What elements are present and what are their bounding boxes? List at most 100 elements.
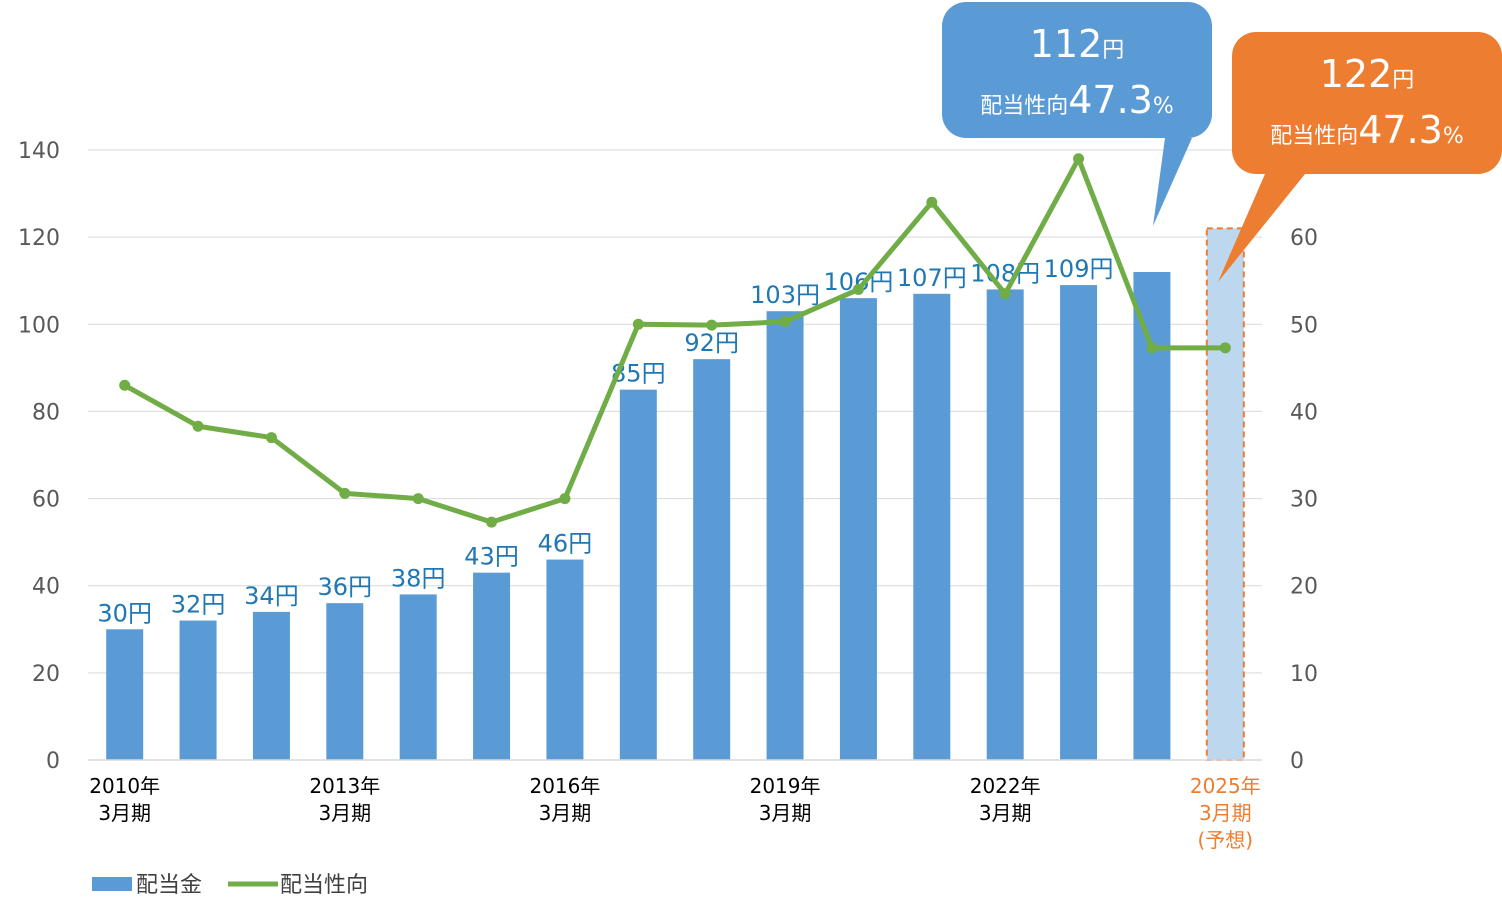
- bar: [106, 629, 144, 760]
- bar-data-label: 46円: [538, 530, 593, 558]
- bar: [986, 289, 1024, 760]
- callout-ratio: 配当性向47.3%: [1270, 108, 1464, 152]
- bar-data-label: 32円: [171, 591, 226, 619]
- x-tick-label-line: 2025年: [1190, 774, 1261, 798]
- callout-amount-unit: 円: [1392, 68, 1414, 93]
- bar-data-label: 107円: [897, 264, 967, 292]
- bar: [326, 603, 364, 760]
- bar: [619, 389, 657, 760]
- line-point: [926, 196, 938, 208]
- x-tick-label-line: 2016年: [529, 774, 600, 798]
- line-point: [1146, 342, 1158, 354]
- bar: [399, 594, 437, 760]
- callout-ratio-unit: %: [1153, 94, 1174, 119]
- y-right-tick-label: 0: [1290, 749, 1304, 774]
- callout-amount-value: 112: [1030, 22, 1103, 66]
- bar: [179, 620, 217, 760]
- line-point: [779, 316, 791, 328]
- x-tick-label-line: 2010年: [89, 774, 160, 798]
- bar-data-label: 30円: [97, 599, 152, 627]
- bar-data-label: 38円: [391, 564, 446, 592]
- x-tick-label-line: 2022年: [970, 774, 1041, 798]
- bar-data-label: 103円: [750, 281, 820, 309]
- x-tick-label: 2025年 3月期 (予想): [1190, 774, 1261, 852]
- callout-amount: 122円: [1320, 52, 1415, 96]
- callout-amount-unit: 円: [1102, 38, 1124, 63]
- callout-amount-value: 122: [1320, 52, 1393, 96]
- y-left-tick-label: 120: [18, 226, 60, 251]
- legend-bar-swatch: [92, 877, 132, 891]
- y-right-tick-label: 40: [1290, 400, 1318, 425]
- y-left-tick-label: 140: [18, 139, 60, 164]
- x-tick-label-line: 3月期: [98, 801, 151, 825]
- line-point: [559, 493, 571, 505]
- x-axis-labels: 2010年 3月期 2013年 3月期 2016年 3月期 2019年 3月期 2022年 3月期…: [89, 774, 1261, 852]
- bar-data-label: 34円: [244, 582, 299, 610]
- y-axis-right: 0 10 20 30 40 50 60: [1290, 226, 1318, 774]
- x-tick-label: 2016年 3月期: [529, 774, 600, 825]
- bar: [839, 298, 877, 760]
- bar: [1133, 272, 1171, 760]
- x-tick-label-line: 3月期: [1199, 801, 1252, 825]
- line-point: [1073, 153, 1085, 165]
- callout-amount: 112円: [1030, 22, 1125, 66]
- line-point: [265, 432, 277, 444]
- x-tick-label-line: (予想): [1198, 828, 1254, 852]
- y-right-tick-label: 30: [1290, 488, 1318, 513]
- line-point: [192, 420, 204, 432]
- x-tick-label-line: 3月期: [318, 801, 371, 825]
- x-tick-label-line: 3月期: [759, 801, 812, 825]
- callout-ratio-label: 配当性向: [1270, 124, 1358, 149]
- y-left-tick-label: 100: [18, 313, 60, 338]
- bar: [913, 293, 951, 760]
- legend-line-label: 配当性向: [280, 873, 368, 898]
- y-left-tick-label: 80: [32, 400, 60, 425]
- line-point: [486, 516, 498, 528]
- callout-ratio-label: 配当性向: [980, 94, 1068, 119]
- y-right-tick-label: 10: [1290, 662, 1318, 687]
- y-left-tick-label: 60: [32, 488, 60, 513]
- line-point: [412, 493, 424, 505]
- bar-data-label: 92円: [684, 329, 739, 357]
- bar: [473, 572, 511, 760]
- y-axis-left: 0 20 40 60 80 100 120 140: [18, 139, 60, 774]
- y-right-tick-label: 50: [1290, 313, 1318, 338]
- callout-ratio-unit: %: [1443, 124, 1464, 149]
- line-point: [999, 288, 1011, 300]
- x-tick-label-line: 2019年: [750, 774, 821, 798]
- bar: [546, 559, 584, 760]
- callout-bubble: [942, 2, 1212, 138]
- legend: 配当金 配当性向: [92, 873, 368, 898]
- callout-ratio: 配当性向47.3%: [980, 78, 1174, 122]
- y-left-tick-label: 40: [32, 575, 60, 600]
- x-tick-label: 2019年 3月期: [750, 774, 821, 825]
- x-tick-label: 2013年 3月期: [309, 774, 380, 825]
- line-point: [852, 283, 864, 295]
- line-point: [339, 487, 351, 499]
- callout-bubble: [1232, 32, 1502, 174]
- bar-data-label: 109円: [1044, 255, 1114, 283]
- line-point: [119, 379, 131, 391]
- line-point: [632, 318, 644, 330]
- x-tick-label-line: 3月期: [979, 801, 1032, 825]
- line-point: [706, 319, 718, 331]
- line-series: [119, 153, 1231, 528]
- y-right-tick-label: 20: [1290, 575, 1318, 600]
- bar: [766, 311, 804, 760]
- bar: [252, 611, 290, 760]
- x-tick-label-line: 2013年: [309, 774, 380, 798]
- line-path: [123, 156, 1226, 525]
- legend-bar-label: 配当金: [136, 873, 202, 898]
- bar-forecast: [1205, 227, 1245, 761]
- callout-ratio-value: 47.3: [1068, 78, 1153, 122]
- line-point: [1219, 342, 1231, 354]
- y-left-tick-label: 0: [46, 749, 60, 774]
- y-right-tick-label: 60: [1290, 226, 1318, 251]
- callout-pointer: [1153, 138, 1192, 226]
- bar-data-label: 43円: [464, 543, 519, 571]
